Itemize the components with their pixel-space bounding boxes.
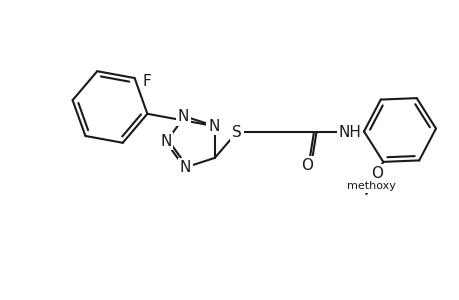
Text: O: O	[370, 166, 382, 181]
Text: NH: NH	[338, 124, 361, 140]
Text: F: F	[142, 74, 151, 88]
Text: S: S	[232, 124, 241, 140]
Text: methoxy: methoxy	[346, 181, 395, 191]
Text: O: O	[300, 158, 312, 172]
Text: N: N	[179, 160, 191, 175]
Text: N: N	[208, 118, 219, 134]
Text: N: N	[178, 109, 189, 124]
Text: N: N	[160, 134, 171, 148]
